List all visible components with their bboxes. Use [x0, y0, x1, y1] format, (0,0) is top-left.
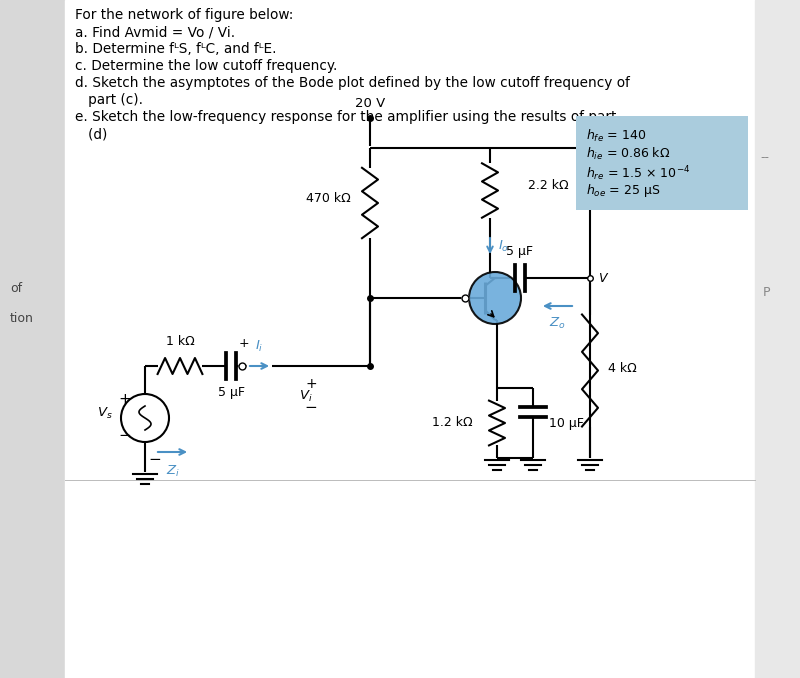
Text: V: V: [598, 271, 606, 285]
Text: --: --: [760, 151, 769, 165]
Text: of: of: [10, 281, 22, 294]
Text: 1 kΩ: 1 kΩ: [166, 335, 194, 348]
Text: +: +: [239, 337, 250, 350]
Text: $h_{oe}$ = 25 μS: $h_{oe}$ = 25 μS: [586, 182, 661, 199]
Text: tion: tion: [10, 311, 34, 325]
Text: $Z_o$: $Z_o$: [549, 316, 566, 331]
Text: c. Determine the low cutoff frequency.: c. Determine the low cutoff frequency.: [75, 59, 338, 73]
Text: b. Determine fᴸS, fᴸC, and fᴸE.: b. Determine fᴸS, fᴸC, and fᴸE.: [75, 42, 277, 56]
Bar: [65, 0, 760, 678]
Text: $V_s$: $V_s$: [98, 405, 113, 420]
Text: 4 kΩ: 4 kΩ: [608, 361, 637, 374]
Text: part (c).: part (c).: [75, 93, 143, 107]
Bar: [0, 0, 65, 678]
Text: P: P: [763, 287, 770, 300]
Text: e. Sketch the low-frequency response for the amplifier using the results of part: e. Sketch the low-frequency response for…: [75, 110, 616, 124]
Text: 470 kΩ: 470 kΩ: [306, 191, 350, 205]
Text: $Z_i$: $Z_i$: [166, 464, 179, 479]
Text: +: +: [305, 377, 317, 391]
Circle shape: [469, 272, 521, 324]
Text: 5 μF: 5 μF: [218, 386, 245, 399]
Text: −: −: [305, 401, 318, 416]
Text: $h_{re}$ = 1.5 × 10$^{-4}$: $h_{re}$ = 1.5 × 10$^{-4}$: [586, 164, 690, 182]
Text: 2.2 kΩ: 2.2 kΩ: [528, 179, 569, 192]
Bar: [755, 0, 800, 678]
Text: −: −: [149, 452, 162, 468]
Text: $h_{fe}$ = 140: $h_{fe}$ = 140: [586, 128, 646, 144]
Text: $V_i$: $V_i$: [299, 388, 313, 403]
Text: For the network of figure below:: For the network of figure below:: [75, 8, 294, 22]
Text: a. Find Avmid = Vo / Vi.: a. Find Avmid = Vo / Vi.: [75, 25, 235, 39]
Text: +: +: [118, 393, 131, 407]
Text: 20 V: 20 V: [355, 97, 385, 110]
Text: −: −: [118, 428, 131, 443]
Text: d. Sketch the asymptotes of the Bode plot defined by the low cutoff frequency of: d. Sketch the asymptotes of the Bode plo…: [75, 76, 630, 90]
Text: $I_i$: $I_i$: [255, 339, 264, 354]
FancyBboxPatch shape: [576, 116, 748, 210]
Circle shape: [121, 394, 169, 442]
Text: 10 μF: 10 μF: [549, 416, 584, 429]
Text: 5 μF: 5 μF: [506, 245, 534, 258]
Text: 1.2 kΩ: 1.2 kΩ: [432, 416, 472, 429]
Text: (d): (d): [75, 127, 107, 141]
Text: $I_o$: $I_o$: [498, 239, 509, 254]
Text: $h_{ie}$ = 0.86 kΩ: $h_{ie}$ = 0.86 kΩ: [586, 146, 670, 162]
